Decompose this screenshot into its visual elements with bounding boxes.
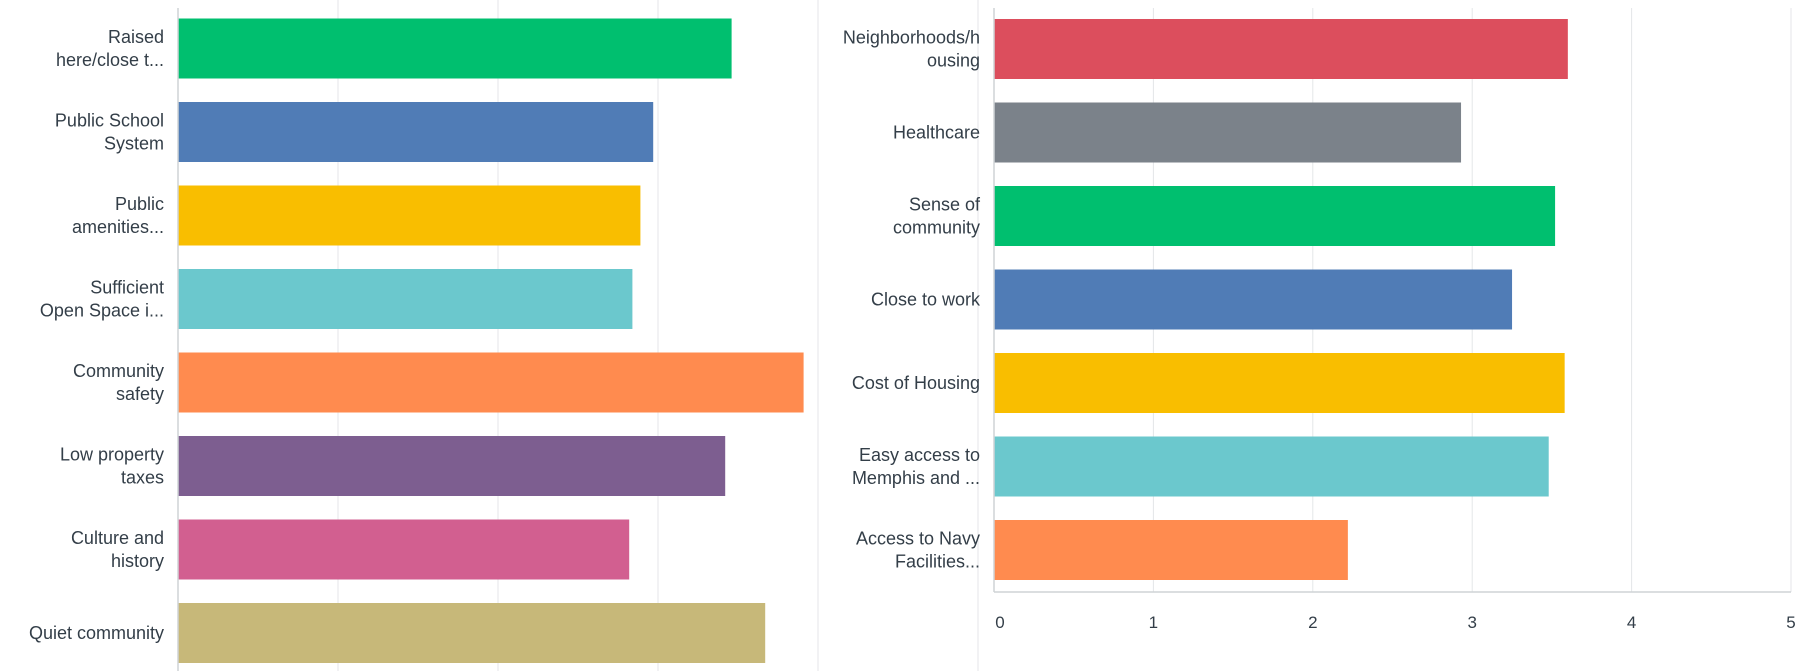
x-tick-label: 0	[995, 613, 1004, 632]
category-label: community	[893, 218, 980, 238]
bar	[178, 102, 654, 162]
bar	[178, 436, 726, 496]
category-label: System	[104, 134, 164, 154]
category-label: Low property	[60, 445, 164, 465]
bar	[178, 18, 732, 79]
bar	[994, 520, 1348, 580]
category-label: Access to Navy	[856, 529, 980, 549]
category-label: amenities...	[72, 217, 164, 237]
bar	[178, 269, 633, 329]
bar	[178, 519, 630, 580]
bar	[178, 185, 641, 246]
category-label: Easy access to	[859, 445, 980, 465]
left-bar-chart: Raised here/close t... Public School System…	[29, 0, 979, 671]
x-tick-label: 3	[1467, 613, 1476, 632]
category-label: history	[111, 551, 164, 571]
x-tick-label: 1	[1149, 613, 1158, 632]
category-label: Close to work	[871, 290, 981, 310]
category-label: Raised	[108, 27, 164, 47]
bar	[994, 19, 1568, 79]
category-label: Healthcare	[893, 123, 980, 143]
bar	[994, 269, 1513, 330]
x-tick-label: 5	[1786, 613, 1795, 632]
category-label: Open Space i...	[40, 301, 164, 321]
category-label: taxes	[121, 468, 164, 488]
bar	[178, 352, 804, 413]
bar	[994, 102, 1462, 163]
category-label: Community	[73, 361, 164, 381]
right-bar-chart: Neighborhoods/h ousing Healthcare Sense of c…	[843, 8, 1795, 632]
category-label: ousing	[927, 51, 980, 71]
bar	[994, 186, 1556, 246]
category-label: Quiet community	[29, 623, 164, 643]
category-label: Sufficient	[90, 278, 164, 298]
category-label: safety	[116, 384, 164, 404]
bar	[178, 603, 766, 663]
category-label: Culture and	[71, 528, 164, 548]
category-label: Public	[115, 194, 164, 214]
category-label: Public School	[55, 111, 164, 131]
category-label: Cost of Housing	[852, 373, 980, 393]
category-label: Sense of	[909, 195, 981, 215]
category-label: here/close t...	[56, 50, 164, 70]
x-tick-label: 4	[1627, 613, 1636, 632]
category-label: Neighborhoods/h	[843, 28, 980, 48]
bar	[994, 353, 1565, 413]
category-label: Memphis and ...	[852, 468, 980, 488]
category-label: Facilities...	[895, 552, 980, 572]
x-tick-label: 2	[1308, 613, 1317, 632]
bar	[994, 436, 1549, 497]
